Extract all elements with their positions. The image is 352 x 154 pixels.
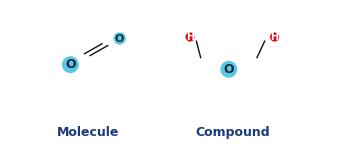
Text: H: H: [270, 32, 279, 42]
Ellipse shape: [113, 32, 126, 45]
Ellipse shape: [270, 32, 279, 42]
Text: Compound: Compound: [195, 126, 270, 139]
Text: Molecule: Molecule: [57, 126, 119, 139]
Text: O: O: [224, 63, 234, 76]
Ellipse shape: [186, 32, 195, 42]
Text: O: O: [115, 34, 124, 43]
Ellipse shape: [220, 61, 237, 78]
Text: O: O: [65, 58, 76, 71]
Text: H: H: [186, 32, 194, 42]
Ellipse shape: [62, 56, 79, 73]
